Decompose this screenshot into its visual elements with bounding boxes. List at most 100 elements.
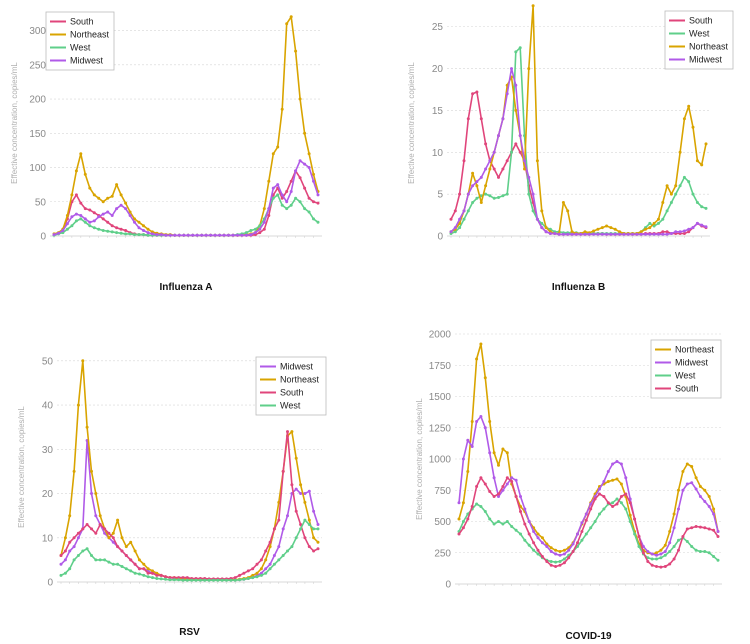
data-point [312,509,316,513]
data-point [652,221,656,225]
data-point [290,483,294,487]
data-point [90,554,93,557]
series-midwest [449,67,708,236]
data-point [619,495,623,498]
data-point [307,166,311,169]
data-point [685,540,689,543]
data-point [558,550,562,553]
data-point [576,532,579,536]
data-point [101,200,105,204]
data-point [116,545,120,549]
data-point [548,232,552,235]
data-point [587,232,591,236]
data-point [111,562,115,566]
data-point [182,233,186,237]
data-point [672,526,676,530]
data-point [137,226,141,230]
data-point [253,231,257,235]
data-point [505,520,509,523]
data-point [286,514,289,518]
data-point [501,167,505,171]
data-point [312,217,315,221]
data-point [566,232,570,236]
y-tick-label: 10 [42,533,54,544]
data-point [133,217,136,221]
y-tick-label: 15 [432,106,444,117]
data-point [466,192,470,196]
data-point [307,523,311,526]
influenza-b-panel: 0 5 10 15 20 25 Effective concentration, copie… [375,0,750,322]
data-point [281,469,285,473]
data-point [510,525,514,528]
y-tick-label: 250 [434,548,451,559]
data-point [151,571,154,575]
data-point [151,569,154,573]
data-point [674,184,678,188]
data-point [545,560,549,563]
data-point [155,571,159,575]
data-point [579,232,583,236]
data-point [191,233,195,237]
data-point [207,578,211,582]
data-point [584,518,588,522]
data-point [615,477,619,481]
data-point [707,505,711,508]
data-point [655,565,658,568]
data-point [92,219,96,223]
data-point [698,485,702,488]
data-point [298,97,302,101]
data-point [83,207,87,211]
data-point [611,501,615,505]
data-point [712,528,716,532]
data-point [272,554,276,557]
data-point [695,201,699,204]
data-point [83,220,87,224]
data-point [76,531,80,535]
data-point [687,180,691,184]
data-point [88,224,92,228]
data-point [540,221,544,225]
data-point [63,536,67,540]
data-point [492,476,496,480]
data-point [238,578,242,582]
data-point [637,545,641,548]
data-point [65,222,69,226]
data-point [619,501,623,505]
data-point [606,470,610,473]
data-point [65,214,69,217]
data-point [648,221,652,225]
data-point [532,548,536,552]
data-point [615,497,619,501]
data-point [613,227,617,231]
data-point [690,526,694,530]
data-point [589,502,593,506]
data-point [707,551,711,555]
data-point [236,233,239,237]
data-point [492,522,496,526]
data-point [567,556,571,560]
data-point [231,233,235,237]
data-point [497,492,500,496]
data-point [600,226,604,230]
data-point [703,488,707,492]
data-point [554,548,558,552]
data-point [510,150,513,154]
legend-label: South [280,388,304,398]
data-point [514,83,518,87]
y-tick-label: 0 [40,232,46,243]
data-point [286,430,289,434]
data-point [497,520,500,523]
data-point [685,482,689,486]
data-point [580,530,584,533]
data-point [181,578,185,582]
data-point [124,545,128,549]
data-point [483,426,487,430]
data-point [580,538,584,542]
data-point [678,150,682,154]
data-point [471,201,475,204]
series-line-south [60,430,319,580]
data-point [483,482,487,486]
series-midwest [457,415,720,557]
data-point [92,193,96,197]
data-point [527,520,531,523]
